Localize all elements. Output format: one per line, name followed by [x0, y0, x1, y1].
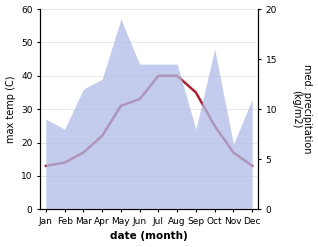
Y-axis label: med. precipitation
(kg/m2): med. precipitation (kg/m2) [291, 64, 313, 154]
X-axis label: date (month): date (month) [110, 231, 188, 242]
Y-axis label: max temp (C): max temp (C) [5, 75, 16, 143]
